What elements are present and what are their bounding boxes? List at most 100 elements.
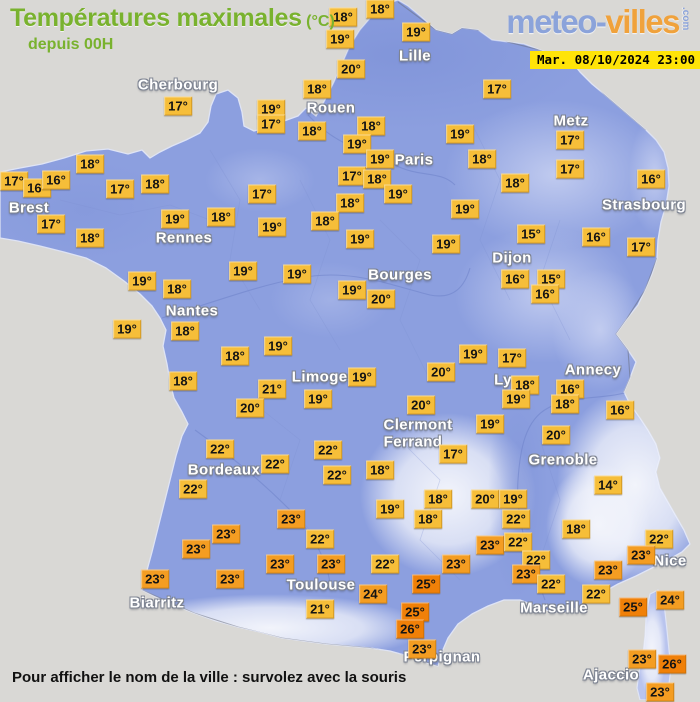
temp-label[interactable]: 22° [537, 574, 565, 594]
temp-label[interactable]: 18° [76, 154, 104, 174]
temp-label[interactable]: 17° [483, 79, 511, 99]
temp-label[interactable]: 23° [512, 564, 540, 584]
temp-label[interactable]: 20° [427, 362, 455, 382]
temp-label[interactable]: 16° [42, 170, 70, 190]
temp-label[interactable]: 17° [37, 214, 65, 234]
temp-label[interactable]: 22° [582, 584, 610, 604]
temp-label[interactable]: 23° [646, 682, 674, 702]
temp-label[interactable]: 19° [264, 336, 292, 356]
temp-label[interactable]: 22° [261, 454, 289, 474]
temp-label[interactable]: 19° [304, 389, 332, 409]
temp-label[interactable]: 18° [169, 371, 197, 391]
temp-label[interactable]: 17° [257, 114, 285, 134]
temp-label[interactable]: 23° [212, 524, 240, 544]
temp-label[interactable]: 18° [171, 321, 199, 341]
temp-label[interactable]: 25° [401, 602, 429, 622]
temp-label[interactable]: 19° [161, 209, 189, 229]
temp-label[interactable]: 20° [337, 59, 365, 79]
temp-label[interactable]: 18° [311, 211, 339, 231]
temp-label[interactable]: 25° [619, 597, 647, 617]
temp-label[interactable]: 25° [412, 574, 440, 594]
temp-label[interactable]: 17° [439, 444, 467, 464]
temp-label[interactable]: 18° [163, 279, 191, 299]
temp-label[interactable]: 23° [628, 649, 656, 669]
temp-label[interactable]: 19° [338, 280, 366, 300]
temp-label[interactable]: 18° [501, 173, 529, 193]
temp-label[interactable]: 18° [303, 79, 331, 99]
temp-label[interactable]: 23° [317, 554, 345, 574]
temp-label[interactable]: 19° [343, 134, 371, 154]
temp-label[interactable]: 18° [366, 460, 394, 480]
temp-label[interactable]: 19° [459, 344, 487, 364]
temp-label[interactable]: 18° [562, 519, 590, 539]
temp-label[interactable]: 19° [326, 29, 354, 49]
temp-label[interactable]: 21° [306, 599, 334, 619]
temp-label[interactable]: 18° [357, 116, 385, 136]
temp-label[interactable]: 23° [141, 569, 169, 589]
temp-label[interactable]: 26° [396, 619, 424, 639]
temp-label[interactable]: 23° [266, 554, 294, 574]
temp-label[interactable]: 23° [476, 535, 504, 555]
temp-label[interactable]: 17° [338, 166, 366, 186]
temp-label[interactable]: 17° [556, 159, 584, 179]
temp-label[interactable]: 19° [128, 271, 156, 291]
temp-label[interactable]: 18° [363, 169, 391, 189]
temp-label[interactable]: 14° [594, 475, 622, 495]
temp-label[interactable]: 23° [594, 560, 622, 580]
temp-label[interactable]: 22° [314, 440, 342, 460]
temp-label[interactable]: 22° [502, 509, 530, 529]
temp-label[interactable]: 22° [179, 479, 207, 499]
temp-label[interactable]: 19° [499, 489, 527, 509]
temp-label[interactable]: 19° [113, 319, 141, 339]
temp-label[interactable]: 22° [206, 439, 234, 459]
temp-label[interactable]: 18° [221, 346, 249, 366]
temp-label[interactable]: 26° [658, 654, 686, 674]
temp-label[interactable]: 16° [606, 400, 634, 420]
temp-label[interactable]: 18° [76, 228, 104, 248]
temp-label[interactable]: 22° [306, 529, 334, 549]
temp-label[interactable]: 18° [551, 394, 579, 414]
temp-label[interactable]: 19° [451, 199, 479, 219]
temp-label[interactable]: 18° [141, 174, 169, 194]
temp-label[interactable]: 24° [656, 590, 684, 610]
temp-label[interactable]: 16° [556, 379, 584, 399]
temp-label[interactable]: 23° [442, 554, 470, 574]
temp-label[interactable]: 19° [283, 264, 311, 284]
temp-label[interactable]: 16° [501, 269, 529, 289]
temp-label[interactable]: 19° [446, 124, 474, 144]
temp-label[interactable]: 19° [258, 217, 286, 237]
temp-label[interactable]: 23° [216, 569, 244, 589]
temp-label[interactable]: 22° [371, 554, 399, 574]
temp-label[interactable]: 17° [248, 184, 276, 204]
temp-label[interactable]: 18° [336, 193, 364, 213]
temp-label[interactable]: 23° [627, 545, 655, 565]
temp-label[interactable]: 20° [407, 395, 435, 415]
temp-label[interactable]: 22° [645, 529, 673, 549]
temp-label[interactable]: 23° [182, 539, 210, 559]
temp-label[interactable]: 19° [476, 414, 504, 434]
temp-label[interactable]: 18° [424, 489, 452, 509]
temp-label[interactable]: 18° [414, 509, 442, 529]
temp-label[interactable]: 24° [359, 584, 387, 604]
temp-label[interactable]: 19° [502, 389, 530, 409]
temp-label[interactable]: 20° [471, 489, 499, 509]
temp-label[interactable]: 20° [542, 425, 570, 445]
temp-label[interactable]: 16° [531, 284, 559, 304]
temp-label[interactable]: 19° [366, 149, 394, 169]
temp-label[interactable]: 19° [402, 22, 430, 42]
temp-label[interactable]: 16° [637, 169, 665, 189]
temp-label[interactable]: 23° [277, 509, 305, 529]
temp-label[interactable]: 19° [376, 499, 404, 519]
temp-label[interactable]: 18° [298, 121, 326, 141]
temp-label[interactable]: 19° [432, 234, 460, 254]
temp-label[interactable]: 23° [408, 639, 436, 659]
temp-label[interactable]: 15° [517, 224, 545, 244]
temp-label[interactable]: 18° [366, 0, 394, 19]
temp-label[interactable]: 18° [329, 7, 357, 27]
temp-label[interactable]: 19° [384, 184, 412, 204]
temp-label[interactable]: 22° [323, 465, 351, 485]
temp-label[interactable]: 19° [346, 229, 374, 249]
temp-label[interactable]: 17° [0, 171, 28, 191]
temp-label[interactable]: 16° [582, 227, 610, 247]
meteo-villes-logo[interactable]: meteo-villes .com [506, 5, 691, 38]
